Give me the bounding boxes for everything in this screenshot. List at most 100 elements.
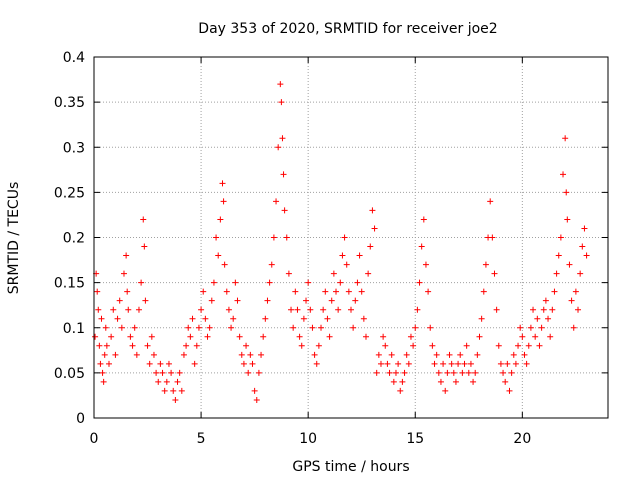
data-point	[515, 342, 522, 349]
data-point	[322, 288, 329, 295]
data-point	[100, 378, 107, 385]
data-point	[305, 279, 312, 286]
data-point	[189, 315, 196, 322]
data-point	[228, 324, 235, 331]
data-point	[418, 243, 425, 250]
data-point	[397, 387, 404, 394]
data-point	[138, 279, 145, 286]
data-point	[161, 387, 168, 394]
data-point	[435, 369, 442, 376]
data-point	[375, 351, 382, 358]
data-point	[497, 360, 504, 367]
data-point	[150, 351, 157, 358]
data-point	[275, 144, 282, 151]
data-point	[270, 234, 277, 241]
data-point	[467, 360, 474, 367]
data-point	[579, 243, 586, 250]
data-point	[159, 369, 166, 376]
data-point	[324, 315, 331, 322]
data-point	[562, 135, 569, 142]
data-point	[429, 342, 436, 349]
data-point	[266, 279, 273, 286]
y-tick-label: 0.15	[54, 276, 85, 292]
data-point	[320, 306, 327, 313]
data-point	[427, 324, 434, 331]
data-point	[210, 279, 217, 286]
x-tick-label: 20	[513, 431, 531, 447]
data-point	[96, 342, 103, 349]
data-point	[230, 315, 237, 322]
data-point	[236, 333, 243, 340]
data-point	[129, 342, 136, 349]
data-point	[303, 297, 310, 304]
data-point	[425, 288, 432, 295]
data-point	[480, 288, 487, 295]
data-point	[232, 279, 239, 286]
data-point	[345, 288, 352, 295]
data-point	[200, 288, 207, 295]
data-point	[341, 234, 348, 241]
data-point	[283, 234, 290, 241]
data-point	[510, 351, 517, 358]
data-point	[495, 342, 502, 349]
data-point	[508, 369, 515, 376]
data-point	[298, 342, 305, 349]
data-point	[420, 216, 427, 223]
data-point	[240, 360, 247, 367]
data-point	[95, 306, 102, 313]
data-point	[482, 261, 489, 268]
data-point	[367, 243, 374, 250]
data-point	[155, 378, 162, 385]
data-point	[470, 378, 477, 385]
data-point	[506, 387, 513, 394]
x-tick-label: 10	[299, 431, 317, 447]
data-point	[94, 288, 101, 295]
data-point	[225, 306, 232, 313]
data-point	[264, 297, 271, 304]
data-point	[253, 396, 260, 403]
data-point	[318, 324, 325, 331]
data-point	[309, 324, 316, 331]
data-point	[527, 324, 534, 331]
data-point	[278, 99, 285, 106]
data-point	[335, 306, 342, 313]
data-point	[258, 351, 265, 358]
data-point	[123, 252, 130, 259]
data-point	[575, 306, 582, 313]
data-point	[390, 378, 397, 385]
data-point	[463, 342, 470, 349]
data-point	[373, 369, 380, 376]
data-point	[135, 306, 142, 313]
data-point	[124, 288, 131, 295]
data-point	[343, 261, 350, 268]
data-point	[519, 333, 526, 340]
data-point	[238, 351, 245, 358]
data-point	[358, 288, 365, 295]
data-point	[112, 351, 119, 358]
data-point	[133, 351, 140, 358]
data-point	[422, 261, 429, 268]
data-point	[540, 306, 547, 313]
data-point	[362, 333, 369, 340]
data-point	[183, 342, 190, 349]
data-point	[493, 306, 500, 313]
data-point	[311, 351, 318, 358]
data-point	[268, 261, 275, 268]
data-point	[288, 306, 295, 313]
data-point	[583, 252, 590, 259]
data-point	[127, 333, 134, 340]
data-point	[125, 306, 132, 313]
data-point	[566, 261, 573, 268]
data-point	[405, 360, 412, 367]
data-point	[386, 369, 393, 376]
data-points	[92, 81, 590, 403]
data-point	[153, 369, 160, 376]
data-point	[180, 351, 187, 358]
data-point	[512, 360, 519, 367]
data-point	[144, 342, 151, 349]
data-point	[525, 342, 532, 349]
data-point	[377, 360, 384, 367]
data-point	[534, 315, 541, 322]
data-point	[294, 306, 301, 313]
